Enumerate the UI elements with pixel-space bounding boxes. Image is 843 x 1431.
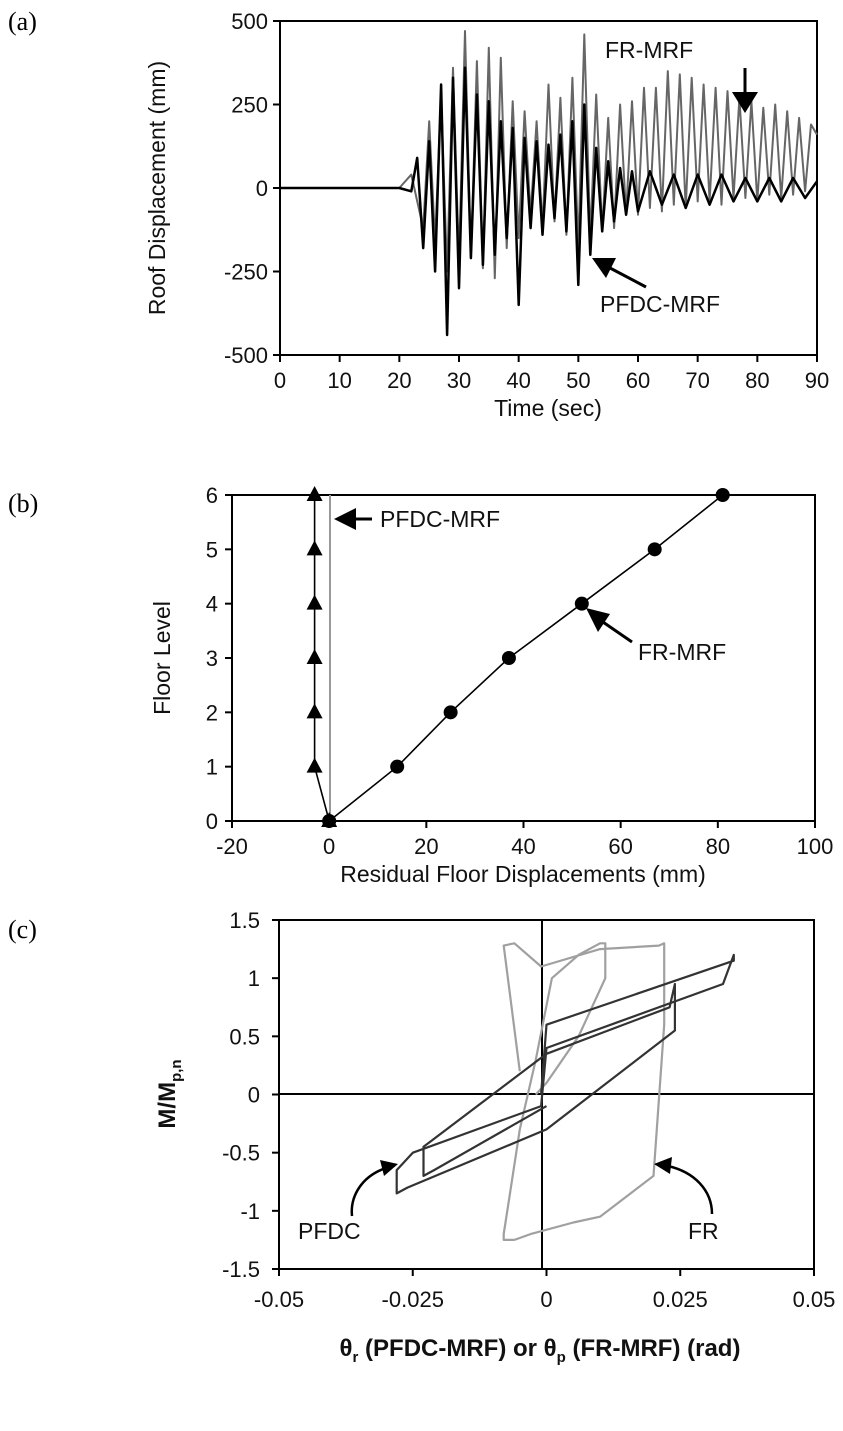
series-c [395,942,735,1242]
y-tick-label: -0.5 [222,1141,260,1166]
series-line-fr [502,942,666,1242]
annotation-pfdc-c: PFDC [298,1218,361,1244]
x-axis-title-c-sub-r: r [353,1349,359,1366]
y-axis-title-c-sub: p,n [168,1059,185,1082]
x-tick-label: 60 [608,834,632,859]
y-tick-label: 0 [206,809,218,834]
data-point-circle [715,488,730,502]
x-axis-title-b: Residual Floor Displacements (mm) [340,861,706,887]
data-point-triangle [306,486,323,501]
x-tick-label: 100 [797,834,834,859]
y-tick-label: -250 [224,260,268,285]
data-point-triangle [306,594,323,610]
x-tick-label: 70 [685,368,709,393]
data-point-triangle [306,540,323,556]
annotation-pfdc-mrf-a: PFDC-MRF [600,291,720,317]
arrow-pfdc-c [350,1160,398,1217]
x-tick-label: 40 [506,368,530,393]
x-tick-label: -0.025 [382,1287,444,1312]
x-tick-label: 0 [323,834,335,859]
x-axis-title-c-sub-p: p [557,1349,566,1366]
y-tick-label: 0.5 [229,1024,260,1049]
arrow-fr-c [654,1157,714,1215]
y-tick-label: 0 [248,1083,260,1108]
y-tick-label: 6 [206,483,218,508]
y-tick-label: 1 [248,966,260,991]
ticks-a: 0 10 20 30 40 50 60 70 80 90 -500 -250 0 250 500 [224,9,829,393]
x-tick-label: 40 [511,834,535,859]
y-tick-label: 1 [206,755,218,780]
annotation-fr-mrf-b: FR-MRF [638,639,726,665]
x-axis-title-c-part-2: (PFDC-MRF) or θ [358,1335,556,1362]
y-tick-label: 4 [206,592,218,617]
y-axis-title-a: Roof Displacement (mm) [144,61,170,315]
y-tick-label: 0 [256,176,268,201]
x-tick-label: 20 [414,834,438,859]
ticks-c: -0.05 -0.025 0 0.025 0.05 1.5 1 0.5 0 -0.5 -1 -1.5 [222,908,835,1312]
x-tick-label: 50 [566,368,590,393]
y-tick-label: 1.5 [229,908,260,933]
series-line-pfdc-mrf [280,66,819,337]
data-point-circle [647,542,662,557]
y-tick-label: 250 [231,93,268,118]
y-tick-label: 500 [231,9,268,34]
series-line-pfdc [395,953,735,1195]
y-tick-label: 3 [206,646,218,671]
x-tick-label: 80 [745,368,769,393]
annotation-fr-c: FR [688,1218,719,1244]
y-tick-label: 2 [206,700,218,725]
data-point-triangle [306,703,323,719]
y-axis-title-b: Floor Level [149,601,175,715]
data-point-circle [390,759,405,774]
x-tick-label: 30 [447,368,471,393]
data-point-circle [501,651,516,665]
series-a [280,30,819,337]
x-tick-label: 80 [706,834,730,859]
panel-label-a: (a) [8,7,37,36]
x-axis-title-c-part-1: θ [340,1335,353,1362]
y-tick-label: 5 [206,537,218,562]
x-axis-title-c-part-3: (FR-MRF) (rad) [566,1335,741,1362]
x-tick-label: -20 [216,834,248,859]
annotation-fr-mrf-a: FR-MRF [605,37,693,63]
series-b [306,486,730,828]
y-axis-title-c: M/Mp,n [154,1059,185,1128]
arrow-fr-mrf-b [586,608,633,644]
x-axis-title-c: θr (PFDC-MRF) or θp (FR-MRF) (rad) [340,1335,741,1366]
panel-label-c: (c) [8,915,37,944]
chart-c: -0.05 -0.025 0 0.025 0.051.510.50-0.5-1-1.5 … [154,908,835,1366]
x-tick-label: 0.05 [793,1287,836,1312]
x-tick-label: 60 [626,368,650,393]
y-tick-label: -500 [224,343,268,368]
x-tick-label: 0 [540,1287,552,1312]
x-tick-label: 90 [805,368,829,393]
x-tick-label: -0.05 [254,1287,304,1312]
data-point-circle [574,596,589,611]
data-point-circle [322,814,337,828]
y-tick-label: -1.5 [222,1257,260,1282]
chart-a: 0 10 20 30 40 50 60 70 80 90 -500 -250 0 250 500 Time … [144,9,829,421]
x-tick-label: 10 [327,368,351,393]
data-point-triangle [306,649,323,664]
data-point-triangle [306,757,323,773]
y-axis-title-c-main: M/M [154,1082,181,1129]
y-tick-label: -1 [240,1199,260,1224]
arrow-fr-mrf-a [732,68,758,113]
panel-label-b: (b) [8,489,38,518]
x-tick-label: 0 [274,368,286,393]
annotation-pfdc-mrf-b: PFDC-MRF [380,506,500,532]
arrow-pfdc-mrf-b [334,508,372,530]
x-tick-label: 20 [387,368,411,393]
x-tick-label: 0.025 [653,1287,708,1312]
arrow-pfdc-mrf-a [592,258,647,289]
data-point-circle [443,705,458,720]
x-axis-title-a: Time (sec) [494,395,602,421]
